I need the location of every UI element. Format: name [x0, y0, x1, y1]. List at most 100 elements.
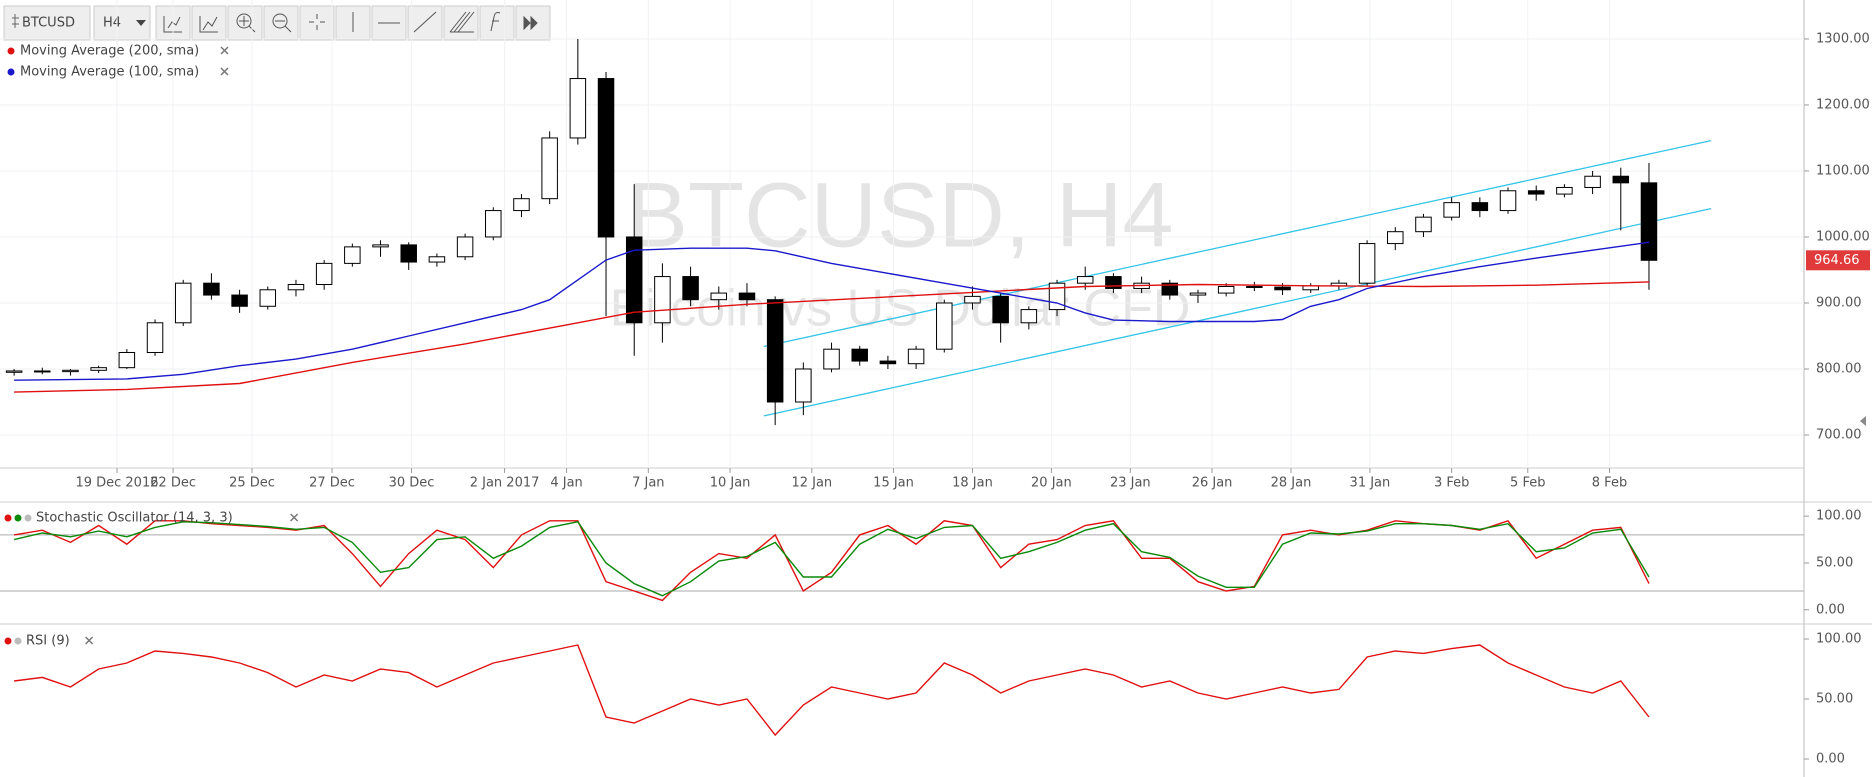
candle-body: [344, 246, 361, 264]
legend-dot: [7, 68, 15, 76]
legend-dot: [24, 514, 32, 522]
candle-body: [1189, 292, 1207, 296]
zoom-in-button[interactable]: [227, 5, 263, 41]
candle-body: [1076, 276, 1094, 284]
x-tick-label: 5 Feb: [1510, 476, 1545, 491]
candle-body: [315, 262, 333, 285]
candle-body: [428, 256, 446, 263]
candle-body: [259, 289, 277, 307]
candle-body: [1274, 286, 1291, 291]
watermark-title: BTCUSD, H4: [627, 164, 1174, 266]
y-tick-label: 1200.00: [1816, 97, 1870, 112]
candle-body: [1415, 216, 1432, 233]
candle-body: [851, 348, 868, 362]
legend-close: [220, 46, 229, 55]
y-tick-label: 700.00: [1816, 427, 1862, 442]
icon: [490, 12, 501, 32]
icon: [449, 11, 475, 33]
candle-body: [90, 367, 107, 371]
x-tick-label: 28 Jan: [1271, 476, 1312, 491]
candle-body: [541, 137, 558, 200]
x-tick-label: 12 Jan: [791, 476, 832, 491]
candle-body: [485, 210, 502, 238]
legend-dot: [4, 514, 12, 522]
candle-body: [1471, 202, 1489, 212]
series-line: [13, 521, 1650, 597]
candle-body: [1161, 282, 1179, 296]
function-button[interactable]: [479, 5, 515, 41]
symbol-icon: [12, 14, 19, 28]
trend-line: [763, 207, 1712, 417]
x-tick-label: 26 Jan: [1192, 476, 1233, 491]
x-tick-label: 31 Jan: [1350, 476, 1391, 491]
icon: [523, 15, 538, 31]
x-tick-label: 27 Dec: [309, 476, 355, 491]
candle-body: [1020, 309, 1038, 324]
x-tick-label: 23 Jan: [1110, 476, 1151, 491]
candle-body: [738, 292, 756, 301]
icon: [236, 13, 252, 29]
trend-line: [763, 139, 1712, 348]
candle-body: [203, 282, 220, 296]
more-button[interactable]: [515, 5, 551, 41]
x-tick-label: 30 Dec: [389, 476, 435, 491]
icon: [275, 20, 292, 33]
trendline-button[interactable]: [407, 5, 443, 41]
crosshair-button[interactable]: [299, 5, 335, 41]
candle-body: [372, 244, 389, 248]
candle-body: [287, 283, 305, 291]
candle-body: [1246, 285, 1263, 288]
candle-body: [1217, 285, 1235, 294]
candle-body: [1358, 243, 1376, 284]
candle-body: [964, 295, 981, 304]
x-tick-label: 8 Feb: [1592, 476, 1627, 491]
candle-body: [146, 322, 164, 353]
y-tick-label: 800.00: [1816, 361, 1862, 376]
candle-body: [174, 282, 192, 324]
zoom-out-button[interactable]: [263, 5, 299, 41]
candle-body: [795, 368, 812, 403]
panel-close: [85, 636, 94, 645]
candle-body: [1527, 190, 1545, 195]
x-tick-label: 18 Jan: [952, 476, 993, 491]
candle-body: [682, 276, 699, 301]
last-price-box: [1806, 250, 1870, 271]
x-tick-label: 19 Dec 2016: [75, 476, 158, 491]
icon: [309, 14, 325, 30]
candle-body: [400, 244, 417, 263]
panel-title: RSI (9): [26, 634, 70, 649]
candle-body: [992, 295, 1009, 324]
legend-close: [220, 67, 229, 76]
candle-body: [1612, 175, 1630, 184]
y-tick-label: 0.00: [1816, 602, 1845, 617]
candle-body: [766, 299, 784, 403]
candle-body: [34, 370, 51, 373]
candle-body: [654, 276, 671, 324]
series-line: [14, 281, 1650, 393]
toolbar: BTCUSD H4: [3, 5, 551, 41]
candle-body: [710, 292, 728, 301]
candle-body: [1556, 186, 1573, 195]
candle-body: [823, 348, 840, 370]
x-tick-label: 10 Jan: [710, 476, 751, 491]
icon: [199, 16, 218, 33]
legend-label: Moving Average (200, sma): [20, 44, 199, 59]
candle-body: [1640, 182, 1658, 261]
icon: [163, 16, 182, 33]
candle-body: [62, 369, 79, 373]
panel-close: [290, 513, 299, 522]
symbol-button[interactable]: [3, 5, 91, 41]
x-tick-label: 15 Jan: [873, 476, 914, 491]
candle-body: [1443, 202, 1460, 218]
panel-title: Stochastic Oscillator (14, 3, 3): [36, 511, 233, 526]
y-tick-label: 1100.00: [1816, 163, 1870, 178]
candle-body: [513, 198, 530, 212]
legend-dot: [14, 637, 22, 645]
collapse-arrow[interactable]: [1860, 416, 1866, 426]
legend-dot: [4, 637, 12, 645]
x-tick-label: 20 Jan: [1031, 476, 1072, 491]
legend-label: Moving Average (100, sma): [20, 65, 199, 80]
candle-body: [1387, 231, 1404, 245]
